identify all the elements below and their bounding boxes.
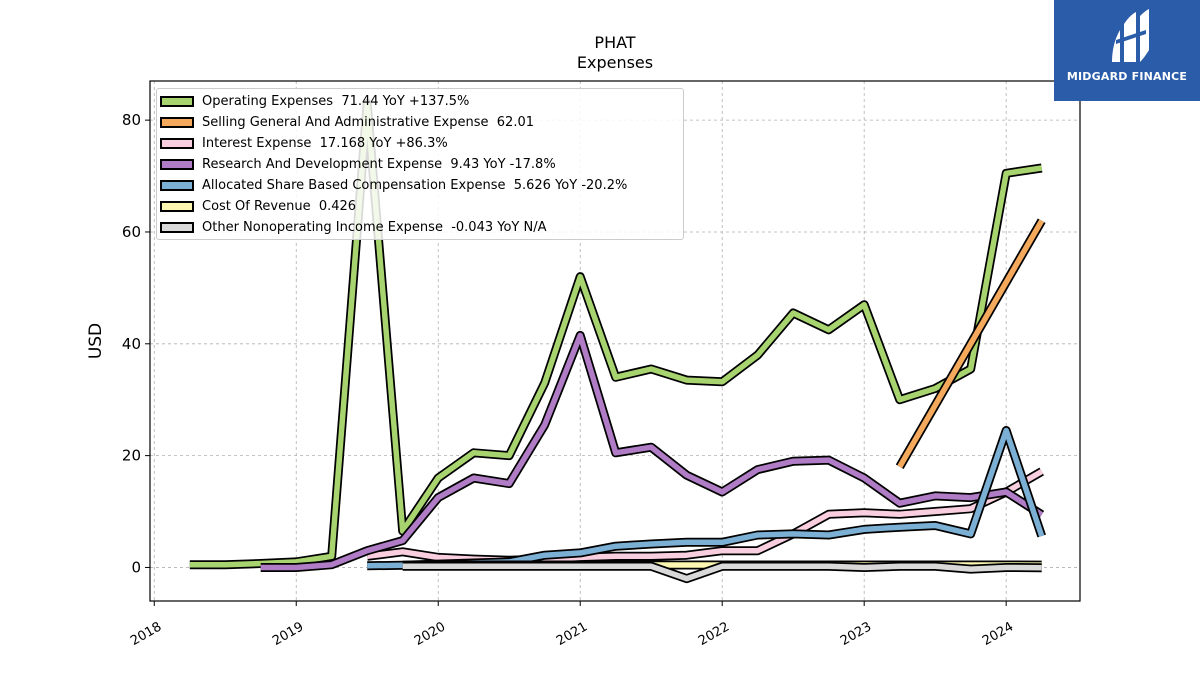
chart-subtitle: Expenses bbox=[577, 53, 653, 72]
brand-logo-icon bbox=[1112, 9, 1149, 62]
legend-label: Selling General And Administrative Expen… bbox=[202, 114, 534, 130]
series-line bbox=[897, 219, 1045, 469]
y-tick-label: 0 bbox=[131, 558, 141, 576]
legend-swatch bbox=[160, 179, 194, 191]
x-tick-label: 2021 bbox=[554, 619, 590, 649]
x-tick-label: 2018 bbox=[128, 619, 164, 649]
legend-label: Cost Of Revenue 0.426 bbox=[202, 198, 357, 214]
legend-item-share-based-compensation: Allocated Share Based Compensation Expen… bbox=[160, 177, 628, 193]
legend-label: Operating Expenses 71.44 YoY +137.5% bbox=[202, 93, 470, 109]
x-tick-label: 2024 bbox=[980, 619, 1016, 649]
brand-name: MIDGARD FINANCE bbox=[1066, 70, 1188, 83]
series-operating-expenses bbox=[189, 98, 1043, 570]
y-tick-label: 40 bbox=[122, 335, 141, 353]
series-layer bbox=[189, 98, 1046, 584]
legend-swatch bbox=[160, 137, 194, 149]
y-tick-label: 60 bbox=[122, 223, 141, 241]
chart-legend: Operating Expenses 71.44 YoY +137.5% Sel… bbox=[156, 88, 684, 240]
legend-item-rnd-expense: Research And Development Expense 9.43 Yo… bbox=[160, 156, 556, 172]
y-tick-label: 20 bbox=[122, 447, 141, 465]
legend-item-sga-expense: Selling General And Administrative Expen… bbox=[160, 114, 534, 130]
series-line bbox=[402, 563, 1042, 582]
legend-item-cost-of-revenue: Cost Of Revenue 0.426 bbox=[160, 198, 357, 214]
x-tick-label: 2020 bbox=[412, 619, 448, 649]
brand-logo: MIDGARD FINANCE bbox=[1054, 0, 1200, 101]
legend-swatch bbox=[160, 200, 194, 212]
y-tick-label: 80 bbox=[122, 111, 141, 129]
legend-swatch bbox=[160, 221, 194, 233]
series-line bbox=[260, 332, 1044, 571]
plot-area-frame bbox=[149, 80, 1081, 602]
x-tick-label: 2019 bbox=[270, 619, 306, 649]
series-line bbox=[189, 100, 1043, 568]
x-tick-label: 2022 bbox=[696, 619, 732, 649]
chart-title: PHAT bbox=[594, 33, 635, 52]
legend-item-operating-expenses: Operating Expenses 71.44 YoY +137.5% bbox=[160, 93, 470, 109]
legend-label: Research And Development Expense 9.43 Yo… bbox=[202, 156, 556, 172]
legend-swatch bbox=[160, 116, 194, 128]
legend-label: Other Nonoperating Income Expense -0.043… bbox=[202, 219, 547, 235]
legend-label: Allocated Share Based Compensation Expen… bbox=[202, 177, 628, 193]
series-selling-general-and-administrative-expense bbox=[895, 218, 1046, 470]
legend-swatch bbox=[160, 95, 194, 107]
legend-item-other-nonoperating: Other Nonoperating Income Expense -0.043… bbox=[160, 219, 547, 235]
series-other-nonoperating-income-expense bbox=[402, 561, 1042, 584]
legend-swatch bbox=[160, 158, 194, 170]
legend-label: Interest Expense 17.168 YoY +86.3% bbox=[202, 135, 448, 151]
y-axis-label: USD bbox=[86, 323, 106, 359]
series-research-and-development-expense bbox=[260, 330, 1045, 572]
legend-item-interest-expense: Interest Expense 17.168 YoY +86.3% bbox=[160, 135, 448, 151]
x-tick-label: 2023 bbox=[838, 619, 874, 649]
